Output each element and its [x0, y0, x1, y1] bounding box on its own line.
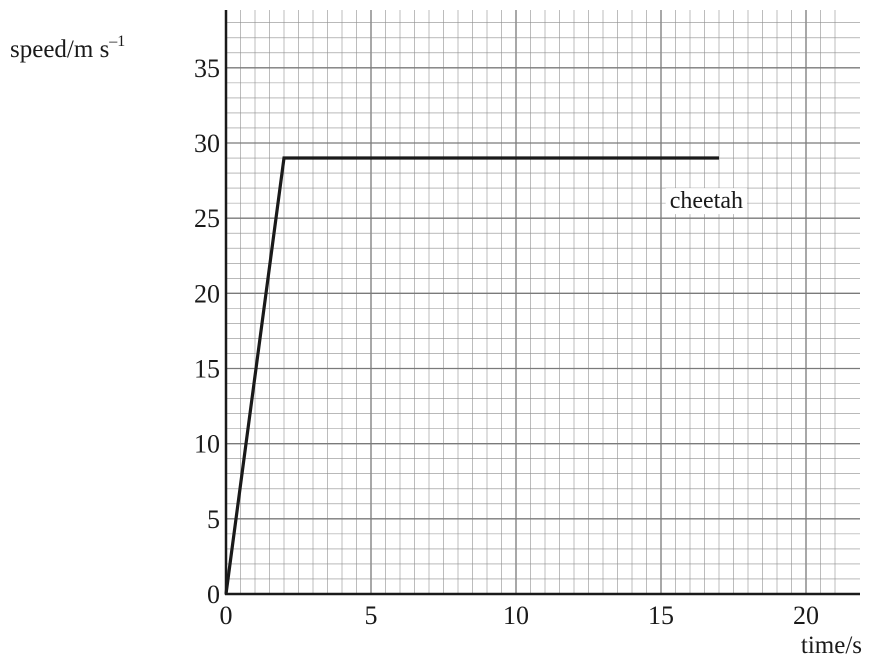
y-tick-label: 10	[194, 430, 220, 459]
y-axis-title-superscript: –1	[108, 33, 125, 50]
series-label: cheetah	[670, 188, 743, 214]
x-tick-label: 0	[220, 601, 233, 630]
tick-labels: 0 5 10 15 20 0 5 10 15 20 25 30 35	[194, 54, 819, 630]
annotation-group: cheetah	[665, 188, 747, 215]
axes	[224, 10, 860, 596]
x-tick-label: 20	[793, 601, 819, 630]
series-group	[224, 156, 719, 595]
y-axis-title-base: speed/m s	[10, 36, 109, 63]
x-tick-label: 10	[503, 601, 529, 630]
y-tick-label: 25	[194, 204, 220, 233]
y-tick-label: 30	[194, 129, 220, 158]
y-tick-label: 35	[194, 54, 220, 83]
y-tick-label: 15	[194, 355, 220, 384]
y-tick-label: 5	[207, 505, 220, 534]
series-line-cheetah	[224, 156, 719, 595]
grid	[225, 10, 860, 595]
y-axis-title: speed/m s–1	[10, 33, 125, 63]
y-tick-label: 0	[207, 580, 220, 609]
x-tick-label: 15	[648, 601, 674, 630]
y-tick-label: 20	[194, 279, 220, 308]
x-axis-title: time/s	[801, 632, 862, 659]
series-label-background	[665, 188, 747, 215]
x-tick-label: 5	[365, 601, 378, 630]
